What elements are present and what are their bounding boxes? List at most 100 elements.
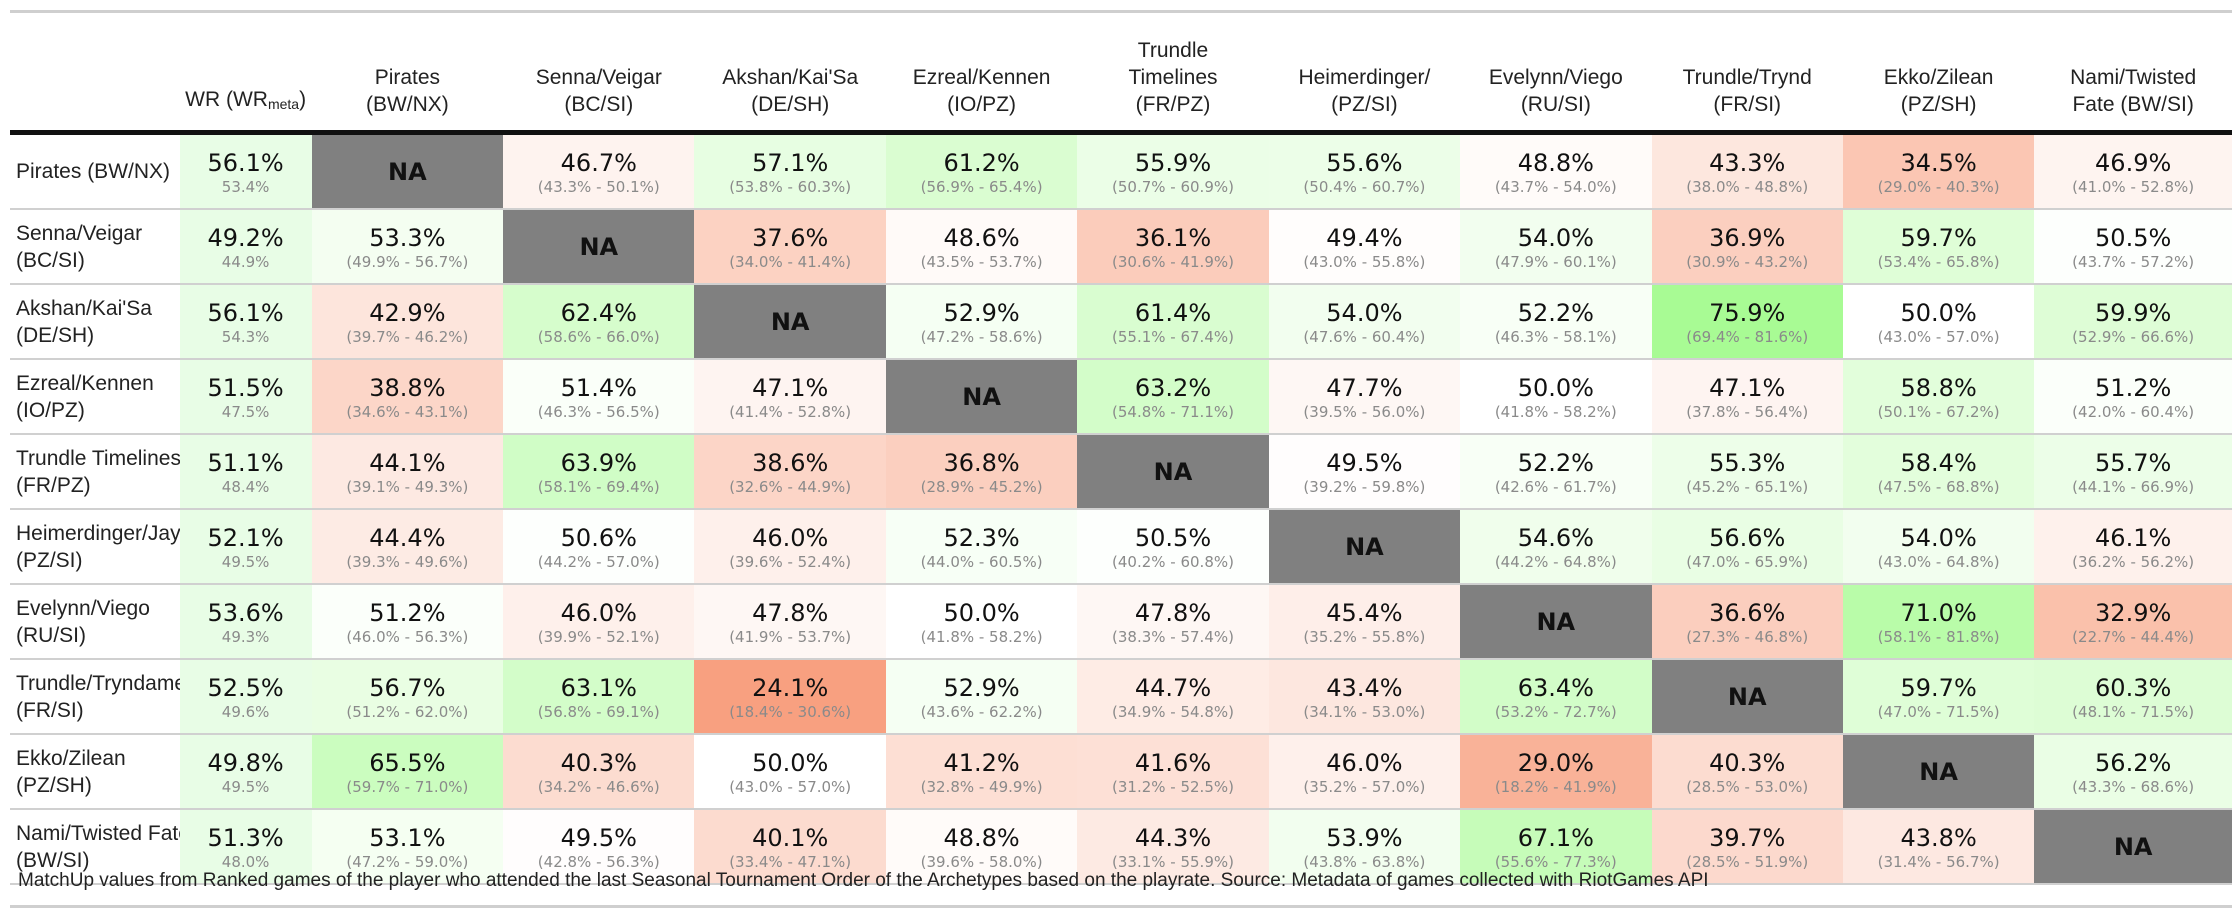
heatmap-cell: 56.7% (51.2% - 62.0%) [311, 659, 504, 735]
cell-value: 44.1% [369, 448, 446, 477]
cell-ci: (47.5% - 68.8%) [1877, 477, 2000, 496]
cell-value: 36.1% [1134, 223, 1212, 252]
heatmap-cell: 52.9% (43.6% - 62.2%) [885, 659, 1078, 735]
cell-value: 54.0% [1517, 223, 1594, 252]
cell-ci: (46.3% - 58.1%) [1494, 327, 1617, 346]
cell-ci: (46.3% - 56.5%) [537, 402, 660, 421]
heatmap-cell: 50.0% (41.8% - 58.2%) [1460, 359, 1652, 435]
heatmap-cell: 54.0% (43.0% - 64.8%) [1842, 509, 2035, 585]
heatmap-cell: 55.6% (50.4% - 60.7%) [1268, 132, 1461, 210]
cell-ci: (59.7% - 71.0%) [346, 777, 469, 796]
cell-ci: (34.1% - 53.0%) [1303, 702, 1426, 721]
wr-meta-value: 49.5% [221, 777, 270, 796]
wr-meta-value: 48.0% [221, 852, 270, 871]
heatmap-cell: 47.1% (41.4% - 52.8%) [694, 359, 886, 435]
cell-value: 57.1% [752, 148, 829, 177]
cell-value: 50.0% [943, 598, 1020, 627]
heatmap-cell: 54.0% (47.6% - 60.4%) [1268, 284, 1461, 360]
cell-ci: (44.2% - 64.8%) [1494, 552, 1617, 571]
cell-value: 65.5% [369, 748, 446, 777]
heatmap-cell: 42.9% (39.7% - 46.2%) [311, 284, 504, 360]
cell-ci: (27.3% - 46.8%) [1686, 627, 1809, 646]
row-label: Nami/Twisted Fate (BW/SI) [10, 809, 180, 885]
heatmap-cell: 75.9% (69.4% - 81.6%) [1651, 284, 1843, 360]
heatmap-cell: 59.7% (53.4% - 65.8%) [1842, 209, 2035, 285]
cell-ci: (35.2% - 57.0%) [1303, 777, 1426, 796]
cell-value: 46.0% [752, 523, 829, 552]
cell-ci: (43.3% - 50.1%) [537, 177, 660, 196]
column-header: Trundle/Trynd (FR/SI) [1651, 14, 1843, 135]
heatmap-cell: 38.8% (34.6% - 43.1%) [311, 359, 504, 435]
row-label-line: (PZ/SH) [16, 773, 92, 797]
heatmap-cell: 55.9% (50.7% - 60.9%) [1077, 132, 1269, 210]
wr-cell: 56.1% 54.3% [179, 284, 312, 360]
cell-ci: (52.9% - 66.6%) [2072, 327, 2195, 346]
row-label-line: (BW/SI) [16, 848, 90, 872]
heatmap-cell: 44.1% (39.1% - 49.3%) [311, 434, 504, 510]
column-header-line: Trundle [1137, 39, 1209, 62]
heatmap-cell: 48.8% (39.6% - 58.0%) [885, 809, 1078, 885]
wr-value: 51.5% [207, 373, 284, 402]
heatmap-cell: 49.4% (43.0% - 55.8%) [1268, 209, 1461, 285]
heatmap-cell: 44.4% (39.3% - 49.6%) [311, 509, 504, 585]
cell-value: 71.0% [1900, 598, 1977, 627]
heatmap-cell: 37.6% (34.0% - 41.4%) [694, 209, 886, 285]
heatmap-cell: 40.3% (28.5% - 53.0%) [1651, 734, 1843, 810]
cell-value: 50.5% [2095, 223, 2172, 252]
row-label: Trundle/Tryndamere (FR/SI) [10, 659, 180, 735]
column-header-line: Ekko/Zilean [1883, 66, 1994, 89]
cell-ci: (38.3% - 57.4%) [1112, 627, 1234, 646]
wr-value: 53.6% [207, 598, 284, 627]
row-label-line: Trundle/Tryndamere [16, 671, 180, 695]
cell-value: 45.4% [1326, 598, 1403, 627]
wr-cell: 51.5% 47.5% [179, 359, 312, 435]
cell-ci: (39.9% - 52.1%) [537, 627, 660, 646]
cell-ci: (30.9% - 43.2%) [1686, 252, 1809, 271]
heatmap-cell: 41.6% (31.2% - 52.5%) [1077, 734, 1269, 810]
cell-ci: (37.8% - 56.4%) [1686, 402, 1809, 421]
cell-value: 42.9% [369, 298, 446, 327]
heatmap-cell: 41.2% (32.8% - 49.9%) [885, 734, 1078, 810]
cell-value: 53.9% [1326, 823, 1403, 852]
na-label: NA [1727, 682, 1767, 711]
cell-value: 47.1% [1709, 373, 1786, 402]
heatmap-cell: 36.1% (30.6% - 41.9%) [1077, 209, 1269, 285]
cell-value: 44.7% [1134, 673, 1212, 702]
wr-meta-value: 49.3% [221, 627, 270, 646]
cell-value: 50.0% [1517, 373, 1594, 402]
cell-ci: (55.6% - 77.3%) [1494, 852, 1617, 871]
heatmap-cell: 40.1% (33.4% - 47.1%) [694, 809, 886, 885]
cell-value: 46.7% [560, 148, 637, 177]
heatmap-cell: 58.8% (50.1% - 67.2%) [1842, 359, 2035, 435]
heatmap-cell: 56.6% (47.0% - 65.9%) [1651, 509, 1843, 585]
cell-value: 52.9% [943, 673, 1020, 702]
cell-value: 48.6% [943, 223, 1020, 252]
column-header-line: (BC/SI) [564, 93, 634, 116]
heatmap-cell: 63.9% (58.1% - 69.4%) [503, 434, 695, 510]
column-header: Ekko/Zilean (PZ/SH) [1842, 14, 2035, 135]
column-header-line: Evelynn/Viego [1488, 66, 1623, 89]
wr-cell: 53.6% 49.3% [179, 584, 312, 660]
cell-value: 43.3% [1709, 148, 1786, 177]
heatmap-cell: 52.2% (42.6% - 61.7%) [1460, 434, 1652, 510]
heatmap-cell: 46.0% (39.6% - 52.4%) [694, 509, 886, 585]
heatmap-cell: 48.8% (43.7% - 54.0%) [1460, 132, 1652, 210]
wr-meta-value: 48.4% [221, 477, 270, 496]
row-label-line: (IO/PZ) [16, 398, 85, 422]
cell-ci: (43.7% - 54.0%) [1494, 177, 1617, 196]
heatmap-cell: 44.7% (34.9% - 54.8%) [1077, 659, 1269, 735]
wr-header-sub: meta [267, 96, 300, 112]
cell-value: 53.1% [369, 823, 446, 852]
cell-value: 36.6% [1709, 598, 1786, 627]
heatmap-cell: 56.2% (43.3% - 68.6%) [2034, 734, 2232, 810]
heatmap-cell: 54.6% (44.2% - 64.8%) [1460, 509, 1652, 585]
wr-meta-value: 54.3% [221, 327, 270, 346]
cell-value: 39.7% [1709, 823, 1786, 852]
cell-ci: (32.8% - 49.9%) [920, 777, 1043, 796]
cell-ci: (40.2% - 60.8%) [1112, 552, 1234, 571]
heatmap-cell: 49.5% (39.2% - 59.8%) [1268, 434, 1461, 510]
cell-ci: (47.6% - 60.4%) [1303, 327, 1426, 346]
heatmap-cell: 36.8% (28.9% - 45.2%) [885, 434, 1078, 510]
cell-value: 63.2% [1134, 373, 1212, 402]
heatmap-cell: 46.7% (43.3% - 50.1%) [503, 132, 695, 210]
